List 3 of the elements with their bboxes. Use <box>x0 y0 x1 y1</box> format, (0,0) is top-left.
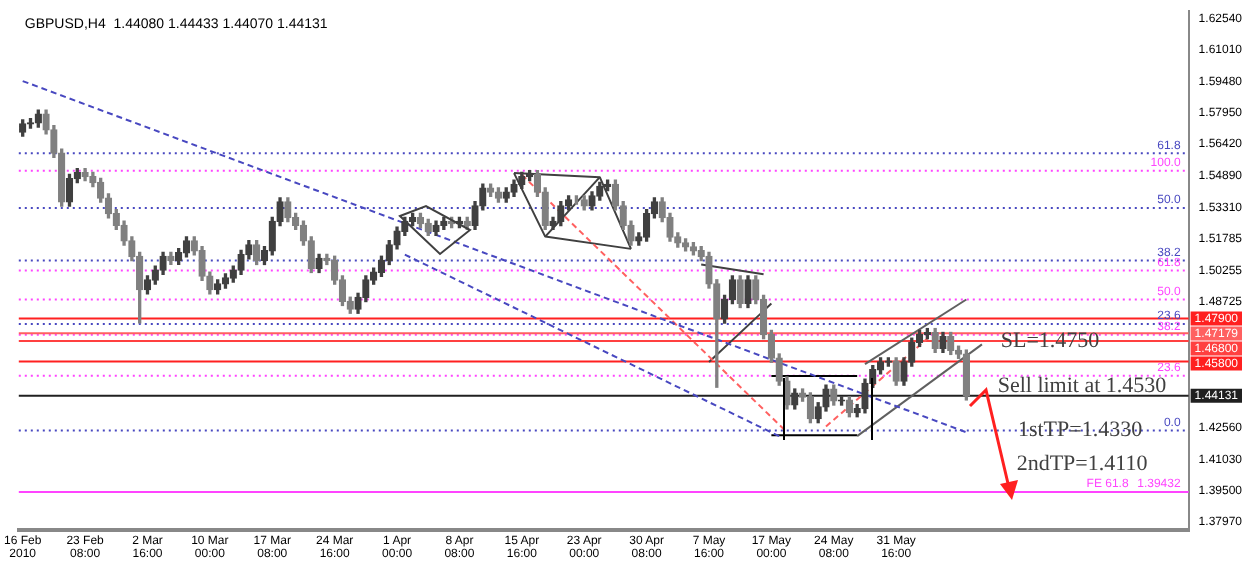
annotation: 2ndTP=1.4110 <box>1016 451 1149 476</box>
annotation: Sell limit at 1.4530 <box>997 373 1168 398</box>
annotation: 1stTP=1.4330 <box>1017 417 1144 442</box>
